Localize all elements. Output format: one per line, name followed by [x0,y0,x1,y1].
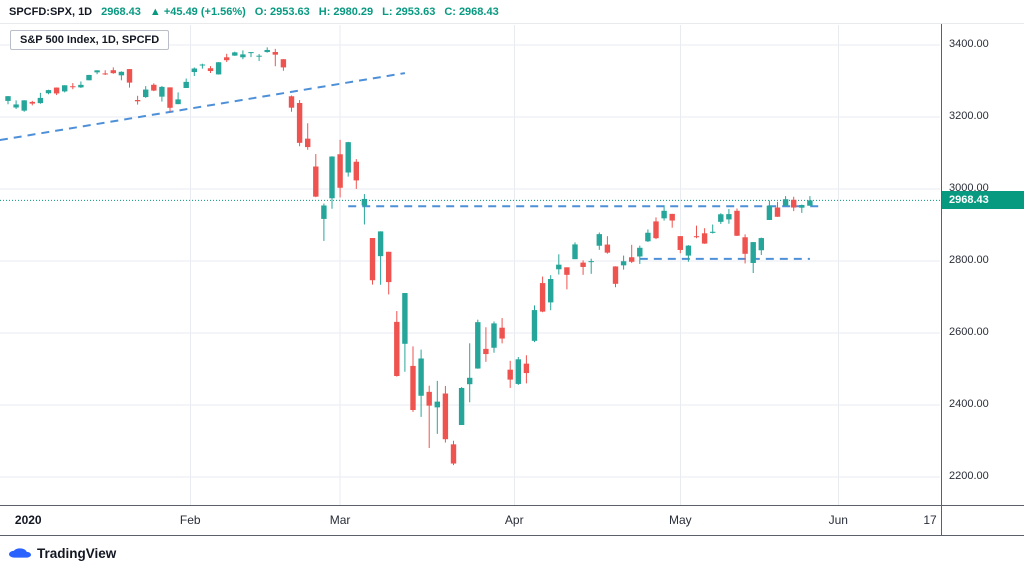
symbol-interval-label[interactable]: SPCFD:SPX, 1D [9,5,93,18]
tradingview-cloud-icon [9,548,31,558]
symbol-info-bar: SPCFD:SPX, 1D 2968.43 ▲ +45.49 (+1.56%) … [0,0,1024,24]
low-label: L: [382,5,393,18]
open-label: O: [254,5,268,18]
y-axis-label: 2800.00 [949,254,989,266]
footer-bar: TradingView [0,536,1024,570]
x-axis-label: Jun [828,513,848,527]
cloud-shape [9,548,31,558]
y-axis-label: 2600.00 [949,326,989,338]
tradingview-logo[interactable]: TradingView [9,546,116,561]
y-axis-label: 3400.00 [949,38,989,50]
last-price-value: 2968.43 [101,5,141,18]
footer-separator [0,535,1024,536]
x-axis-label: 2020 [14,513,42,527]
candles [5,47,813,466]
y-axis-label: 2200.00 [949,470,989,482]
grid-lines [0,25,940,505]
high-label: H: [318,5,331,18]
close-readout: C: 2968.43 [444,6,498,18]
price-axis-separator [941,24,942,535]
time-axis-separator [0,505,1024,506]
y-axis-label: 2400.00 [949,398,989,410]
drawing-lines[interactable] [0,72,823,260]
open-readout: O: 2953.63 [255,6,310,18]
x-axis-label: Mar [329,513,351,527]
low-value: 2953.63 [395,5,436,18]
low-readout: L: 2953.63 [382,6,435,18]
price-change-value: ▲ +45.49 (+1.56%) [149,5,246,18]
tradingview-brand-text: TradingView [37,545,117,561]
close-label: C: [444,5,456,18]
price-axis[interactable]: 2968.43 3400.00 3200.00 3000.00 2800.00 2600… [942,24,1024,505]
x-axis-label: Apr [504,513,524,527]
chart-legend[interactable]: S&P 500 Index, 1D, SPCFD [10,30,170,50]
close-value: 2968.43 [458,5,499,18]
open-value: 2953.63 [270,5,310,18]
time-axis[interactable]: 2020 Feb Mar Apr May Jun 17 [0,506,1024,535]
high-readout: H: 2980.29 [319,6,373,18]
current-price-tag: 2968.43 [942,191,1024,210]
x-axis-label: Feb [179,513,201,527]
high-value: 2980.29 [333,5,374,18]
y-axis-label: 3000.00 [949,182,989,194]
y-axis-label: 3200.00 [949,110,989,122]
x-axis-label: May [668,513,692,527]
x-axis-label: 17 [923,513,937,527]
